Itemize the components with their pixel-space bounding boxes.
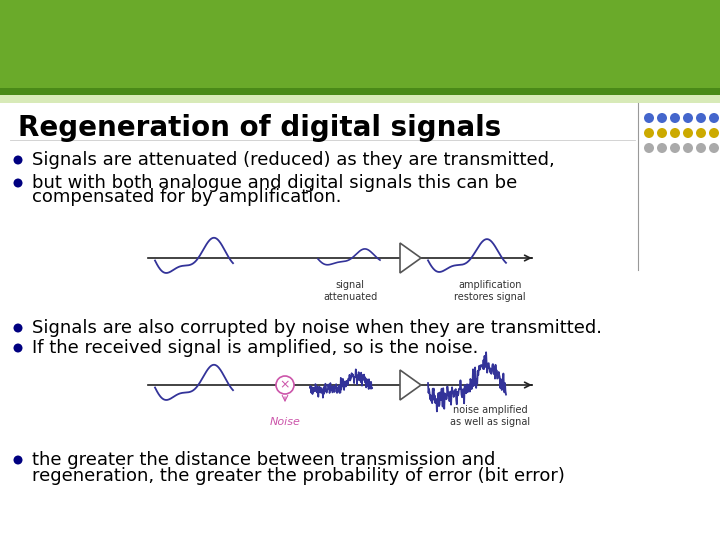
Text: Signals are attenuated (reduced) as they are transmitted,: Signals are attenuated (reduced) as they… xyxy=(32,151,554,169)
Circle shape xyxy=(657,128,667,138)
Circle shape xyxy=(709,113,719,123)
Circle shape xyxy=(14,343,22,353)
Circle shape xyxy=(14,456,22,464)
Text: Regeneration of digital signals: Regeneration of digital signals xyxy=(18,114,501,142)
Circle shape xyxy=(696,113,706,123)
Circle shape xyxy=(709,128,719,138)
Bar xyxy=(0,103,720,540)
Text: but with both analogue and digital signals this can be: but with both analogue and digital signa… xyxy=(32,174,517,192)
Text: the greater the distance between transmission and: the greater the distance between transmi… xyxy=(32,451,495,469)
Text: ×: × xyxy=(280,379,290,392)
Circle shape xyxy=(644,143,654,153)
Bar xyxy=(0,88,720,95)
Circle shape xyxy=(276,376,294,394)
Circle shape xyxy=(644,113,654,123)
Circle shape xyxy=(683,113,693,123)
Bar xyxy=(0,0,720,95)
Circle shape xyxy=(670,128,680,138)
Text: compensated for by amplification.: compensated for by amplification. xyxy=(32,188,341,206)
Text: regeneration, the greater the probability of error (bit error): regeneration, the greater the probabilit… xyxy=(32,467,565,485)
Circle shape xyxy=(14,323,22,333)
Polygon shape xyxy=(400,243,421,273)
Circle shape xyxy=(657,143,667,153)
Text: noise amplified
as well as signal: noise amplified as well as signal xyxy=(450,405,530,427)
Circle shape xyxy=(709,143,719,153)
Circle shape xyxy=(657,113,667,123)
Circle shape xyxy=(644,128,654,138)
Circle shape xyxy=(683,143,693,153)
Circle shape xyxy=(14,179,22,187)
Circle shape xyxy=(683,128,693,138)
Text: Noise: Noise xyxy=(269,417,300,427)
Text: Signals are also corrupted by noise when they are transmitted.: Signals are also corrupted by noise when… xyxy=(32,319,602,337)
Bar xyxy=(0,95,720,103)
Circle shape xyxy=(670,113,680,123)
Circle shape xyxy=(14,156,22,165)
Text: amplification
restores signal: amplification restores signal xyxy=(454,280,526,302)
Polygon shape xyxy=(400,370,421,400)
Circle shape xyxy=(670,143,680,153)
Circle shape xyxy=(696,143,706,153)
Circle shape xyxy=(696,128,706,138)
Text: If the received signal is amplified, so is the noise.: If the received signal is amplified, so … xyxy=(32,339,478,357)
Text: signal
attenuated: signal attenuated xyxy=(323,280,377,302)
